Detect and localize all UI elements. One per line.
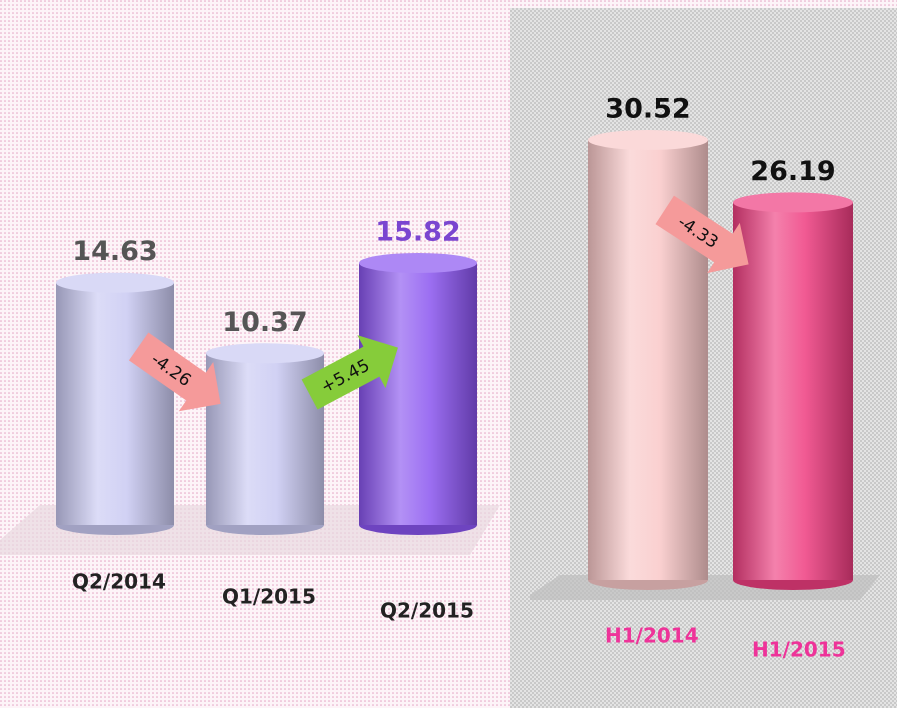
cylinder-top (206, 343, 324, 364)
value-label: 10.37 (222, 307, 307, 338)
cylinder-top (359, 253, 477, 273)
arrow-shape (301, 335, 398, 410)
category-label: Q2/2014 (72, 570, 166, 594)
bar (56, 282, 174, 525)
arrow-shape (655, 195, 749, 274)
arrow-shape (128, 332, 221, 412)
category-label: Q2/2015 (380, 599, 474, 623)
value-label: 14.63 (72, 236, 157, 267)
value-label: 15.82 (375, 217, 460, 248)
cylinder-top (588, 130, 708, 150)
category-label: H1/2015 (752, 638, 846, 662)
category-label: Q1/2015 (222, 585, 316, 609)
bar (359, 263, 477, 525)
cylinder-top (56, 272, 174, 293)
cylinder-top (733, 192, 853, 213)
category-label: H1/2014 (605, 624, 699, 648)
value-label: 30.52 (605, 94, 690, 125)
value-label: 26.19 (750, 156, 835, 187)
bar (733, 202, 853, 581)
